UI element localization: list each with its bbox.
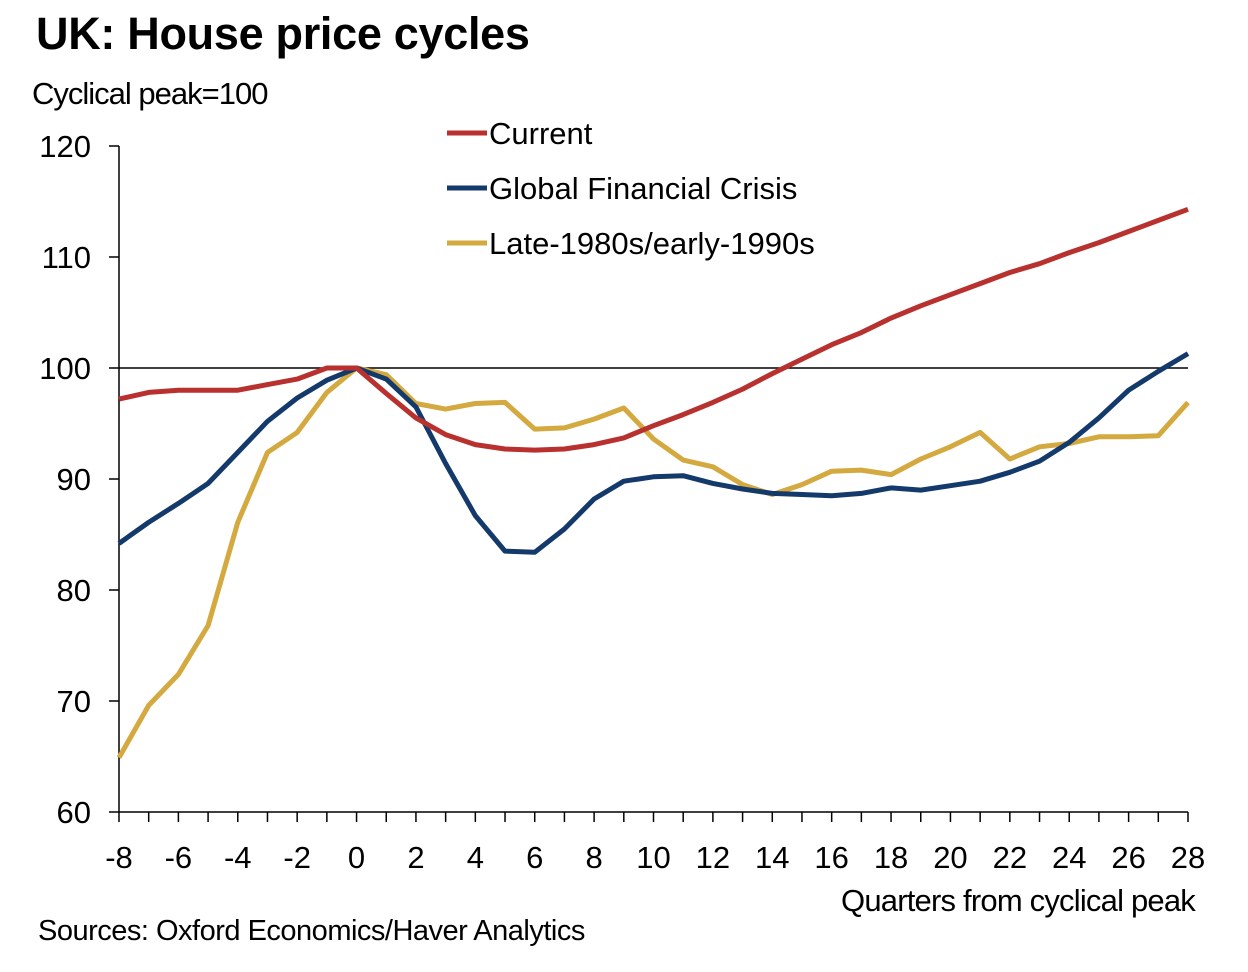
x-tick-label: 28	[1171, 840, 1205, 875]
x-tick-label: 8	[585, 840, 602, 875]
legend: Current Global Financial Crisis Late-1980s…	[447, 116, 815, 261]
x-tick-label: 0	[348, 840, 365, 875]
y-tick-label: 80	[57, 573, 91, 608]
x-tick-label: 18	[874, 840, 908, 875]
series-line-global-financial-crisis	[117, 351, 1190, 555]
x-tick-label: 24	[1052, 840, 1086, 875]
x-tick-label: -6	[165, 840, 193, 875]
y-tick-label: 70	[57, 684, 91, 719]
legend-label: Current	[489, 116, 593, 151]
x-tick-label: 26	[1111, 840, 1145, 875]
y-tick-label: 110	[42, 240, 91, 275]
x-tick-label: 12	[696, 840, 730, 875]
x-tick-label: 4	[467, 840, 484, 875]
x-tick-label: 20	[933, 840, 967, 875]
legend-label: Global Financial Crisis	[489, 171, 797, 206]
series-lines	[116, 206, 1190, 759]
y-tick-label: 100	[39, 351, 91, 386]
series-line-late-1980s-early-1990s	[116, 365, 1190, 759]
source-note: Sources: Oxford Economics/Haver Analytic…	[38, 915, 585, 947]
chart-subtitle: Cyclical peak=100	[32, 76, 268, 111]
x-tick-label: 6	[526, 840, 543, 875]
x-axis-label: Quarters from cyclical peak	[841, 883, 1196, 918]
series-line-current	[118, 206, 1189, 453]
x-tick-label: -2	[283, 840, 311, 875]
x-tick-label: 16	[814, 840, 848, 875]
legend-label: Late-1980s/early-1990s	[489, 226, 815, 261]
x-tick-label: -8	[105, 840, 133, 875]
x-tick-label: -4	[224, 840, 252, 875]
chart-title: UK: House price cycles	[36, 8, 530, 59]
x-tick-label: 22	[993, 840, 1027, 875]
y-tick-label: 120	[39, 129, 91, 164]
y-tick-label: 60	[57, 795, 91, 830]
x-tick-label: 14	[755, 840, 789, 875]
y-tick-label: 90	[57, 462, 91, 497]
x-tick-label: 2	[407, 840, 424, 875]
x-tick-label: 10	[636, 840, 670, 875]
